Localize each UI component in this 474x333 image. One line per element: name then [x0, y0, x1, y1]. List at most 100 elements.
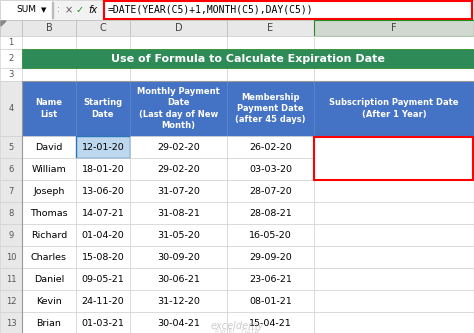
Bar — [0, 49, 22, 68]
Text: )+1,: )+1, — [360, 146, 379, 155]
Bar — [76, 290, 130, 312]
Text: SUM: SUM — [16, 6, 36, 15]
Bar — [104, 1, 472, 19]
Text: 29-02-20: 29-02-20 — [157, 143, 200, 152]
Text: 28-07-20: 28-07-20 — [249, 186, 292, 195]
Bar — [227, 36, 314, 49]
Bar — [227, 224, 314, 246]
Bar — [76, 158, 130, 180]
Text: 08-01-21: 08-01-21 — [249, 296, 292, 305]
Bar — [130, 224, 227, 246]
Bar — [22, 81, 474, 333]
Bar — [130, 290, 227, 312]
Text: 4: 4 — [9, 104, 14, 113]
Text: 2: 2 — [9, 54, 14, 63]
Text: 10: 10 — [6, 252, 16, 261]
Text: =DATE(YEAR(C5)+1,MONTH(C5),DAY(C5)): =DATE(YEAR(C5)+1,MONTH(C5),DAY(C5)) — [108, 5, 314, 15]
Bar — [227, 268, 314, 290]
Text: 24-11-20: 24-11-20 — [82, 296, 124, 305]
Bar — [76, 246, 130, 268]
Text: 30-09-20: 30-09-20 — [157, 252, 200, 261]
Bar — [22, 224, 76, 246]
Text: 15-08-20: 15-08-20 — [82, 252, 124, 261]
Text: exceldemy: exceldemy — [210, 321, 264, 331]
Bar — [314, 312, 474, 333]
Text: Membership
Payment Date
(after 45 days): Membership Payment Date (after 45 days) — [235, 93, 306, 124]
Bar — [22, 246, 76, 268]
Text: 28-08-21: 28-08-21 — [249, 208, 292, 217]
Bar — [314, 180, 474, 202]
Bar — [130, 158, 227, 180]
Bar — [22, 202, 76, 224]
Bar — [314, 290, 474, 312]
Bar — [0, 246, 22, 268]
Polygon shape — [1, 21, 6, 26]
Text: :: : — [57, 6, 60, 15]
Text: 13: 13 — [6, 318, 16, 327]
Bar — [130, 268, 227, 290]
Text: 09-05-21: 09-05-21 — [82, 274, 124, 283]
Bar — [76, 49, 130, 68]
Bar — [76, 224, 130, 246]
Text: 9: 9 — [9, 230, 14, 239]
Bar — [130, 202, 227, 224]
Text: 13-06-20: 13-06-20 — [82, 186, 125, 195]
Bar — [0, 180, 22, 202]
Bar — [227, 81, 314, 136]
Bar — [227, 136, 314, 158]
Text: 31-05-20: 31-05-20 — [157, 230, 200, 239]
Bar — [227, 246, 314, 268]
Bar — [22, 158, 76, 180]
Text: MONTH(: MONTH( — [318, 162, 354, 170]
Bar — [0, 268, 22, 290]
Text: 01-04-20: 01-04-20 — [82, 230, 124, 239]
Text: Charles: Charles — [31, 252, 67, 261]
Text: Brian: Brian — [36, 318, 62, 327]
Bar — [314, 49, 474, 68]
Bar — [314, 36, 474, 49]
Text: F: F — [391, 23, 397, 33]
Text: C5: C5 — [337, 162, 349, 170]
Bar — [314, 202, 474, 224]
Bar — [0, 290, 22, 312]
Bar — [130, 81, 227, 136]
Bar — [227, 20, 314, 36]
Text: 01-03-21: 01-03-21 — [82, 318, 125, 327]
Text: 12-01-20: 12-01-20 — [82, 143, 124, 152]
Text: 18-01-20: 18-01-20 — [82, 165, 124, 173]
Bar — [0, 68, 22, 81]
Text: Starting
Date: Starting Date — [83, 99, 123, 119]
Bar — [0, 136, 22, 158]
Bar — [314, 268, 474, 290]
Bar — [22, 180, 76, 202]
Text: 11: 11 — [6, 274, 16, 283]
Bar — [76, 268, 130, 290]
Text: 16-05-20: 16-05-20 — [249, 230, 292, 239]
Bar — [76, 81, 130, 136]
Text: 31-07-20: 31-07-20 — [157, 186, 200, 195]
Bar — [52, 2, 53, 18]
Bar — [22, 81, 76, 136]
Text: Name
List: Name List — [36, 99, 63, 119]
Bar — [227, 312, 314, 333]
Bar — [227, 158, 314, 180]
Text: 5: 5 — [9, 143, 14, 152]
Bar — [130, 68, 227, 81]
Text: Joseph: Joseph — [33, 186, 64, 195]
Text: 29-09-20: 29-09-20 — [249, 252, 292, 261]
Bar — [0, 312, 22, 333]
Text: 15-04-21: 15-04-21 — [249, 318, 292, 327]
Text: 7: 7 — [9, 186, 14, 195]
Text: William: William — [32, 165, 66, 173]
Bar — [0, 158, 22, 180]
Bar — [130, 246, 227, 268]
Bar — [130, 49, 227, 68]
Bar — [314, 246, 474, 268]
Bar — [227, 290, 314, 312]
Bar — [227, 202, 314, 224]
Bar — [227, 180, 314, 202]
Text: 1: 1 — [9, 38, 14, 47]
Bar — [130, 312, 227, 333]
Bar — [227, 68, 314, 81]
Text: Subscription Payment Date
(After 1 Year): Subscription Payment Date (After 1 Year) — [329, 99, 459, 119]
